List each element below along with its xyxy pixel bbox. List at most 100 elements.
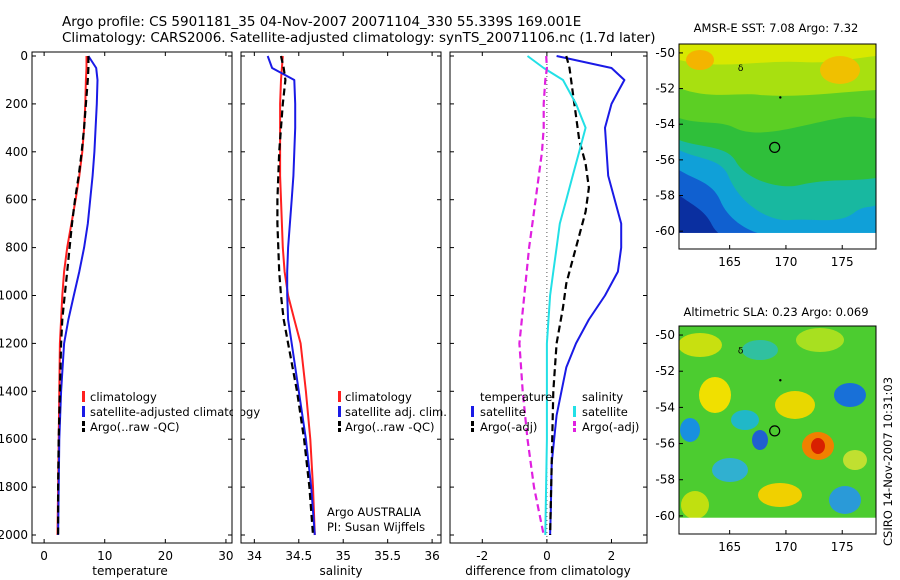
x-tick-label: 36 — [424, 549, 439, 563]
sst-warm-patch — [820, 56, 860, 84]
temperature-legend: climatology satellite-adjusted climatolo… — [82, 390, 260, 434]
annotation-argo-australia: Argo AUSTRALIA — [327, 505, 421, 519]
y-tick-label: 1800 — [0, 480, 28, 494]
lat-tick-label: -56 — [655, 153, 675, 167]
sla-patch-14 — [829, 486, 861, 514]
y-tick-label: 600 — [5, 193, 28, 207]
lat-tick-label: -52 — [655, 82, 675, 96]
series-line-temperature-argo-adj — [549, 55, 591, 536]
legend-label-satellite-adj: satellite adj. clim. — [345, 405, 447, 419]
sla-patch-10 — [811, 438, 825, 454]
legend-swatch-argo-b — [82, 428, 85, 432]
legend-swatch-argo-a — [82, 421, 85, 426]
sla-patch-13 — [758, 483, 802, 507]
difference-axes-frame — [449, 51, 648, 544]
lon-tick-label: 170 — [774, 540, 797, 554]
sla-patch-1 — [679, 333, 722, 357]
legend-swatch-sal-argo-b — [573, 428, 576, 432]
lat-tick-label: -56 — [655, 437, 675, 451]
series-line-satellite-adj-clim — [266, 55, 316, 536]
float-track-start-marker: δ — [738, 64, 744, 74]
legend-swatch-sal-satellite — [573, 406, 576, 417]
legend-swatch-temp-argo-b — [471, 428, 474, 432]
sst-warm-patch-2 — [686, 50, 714, 70]
legend-label-temp-argo: Argo(-adj) — [480, 420, 537, 434]
lat-tick-label: -60 — [655, 509, 675, 523]
y-tick-label: 1200 — [0, 336, 28, 350]
argo-float-position-marker — [769, 141, 781, 153]
sst-heatmap — [679, 44, 876, 249]
sst-map-panel: AMSR-E SST: 7.08 Argo: 7.32 165 170 175 -50… — [655, 21, 877, 269]
series-line-climatology — [279, 55, 316, 536]
x-tick-label: 20 — [158, 549, 173, 563]
sla-patch-12 — [681, 491, 709, 519]
series-line-salinity-argo-adj — [518, 55, 549, 536]
legend-label-climatology: climatology — [345, 390, 412, 404]
y-tick-label: 0 — [20, 49, 28, 63]
sla-patch-11 — [712, 458, 748, 482]
sla-patch-4 — [699, 377, 731, 413]
side-timestamp: CSIRO 14-Nov-2007 10:31:03 — [881, 377, 895, 546]
lat-tick-label: -50 — [655, 46, 675, 60]
panel-gap — [233, 40, 241, 550]
sla-patch-6 — [731, 410, 759, 430]
salinity-axes-frame — [240, 51, 442, 544]
sla-patch-2 — [742, 340, 778, 360]
sla-heatmap — [679, 326, 876, 534]
lat-tick-label: -50 — [655, 328, 675, 342]
sla-patch-16 — [843, 450, 867, 470]
difference-legend: temperature satellite Argo(-adj) salinit… — [471, 390, 639, 434]
y-tick-label: 800 — [5, 241, 28, 255]
lon-tick-label: 175 — [831, 540, 854, 554]
legend-title-salinity: salinity — [582, 390, 623, 404]
lat-tick-label: -54 — [655, 400, 675, 414]
difference-xlabel: difference from climatology — [465, 564, 631, 578]
sst-map-title: AMSR-E SST: 7.08 Argo: 7.32 — [694, 21, 859, 35]
legend-swatch-climatology — [338, 391, 341, 402]
x-tick-label: 34.5 — [285, 549, 312, 563]
series-line-argo-raw-qc — [276, 55, 315, 536]
lat-tick-label: -54 — [655, 117, 675, 131]
lon-tick-label: 170 — [774, 255, 797, 269]
lon-tick-label: 165 — [718, 540, 741, 554]
argo-float-position-marker — [769, 425, 781, 437]
float-track-point — [779, 96, 782, 99]
legend-swatch-argo-a — [338, 421, 341, 426]
legend-swatch-climatology — [82, 391, 85, 402]
sla-patch-8 — [834, 383, 866, 407]
x-tick-label: 30 — [218, 549, 233, 563]
temperature-panel: 0 10 20 30 0 200 400 600 800 1000 1200 1400 1600 1800… — [0, 49, 260, 578]
legend-label-temp-satellite: satellite — [480, 405, 526, 419]
map-no-data-strip — [679, 232, 876, 249]
salinity-panel: 34 34.5 35 35.5 36 salinity climatology sate… — [240, 51, 447, 578]
legend-swatch-temp-argo-a — [471, 421, 474, 426]
series-line-salinity-satellite — [526, 55, 587, 536]
y-tick-label: 2000 — [0, 528, 28, 542]
difference-panel: -2 0 2 difference from climatology tempera… — [449, 51, 648, 578]
salinity-legend: climatology satellite adj. clim. Argo(..… — [338, 390, 447, 434]
legend-swatch-temp-satellite — [471, 406, 474, 417]
x-tick-label: 10 — [97, 549, 112, 563]
sla-map-panel: Altimetric SLA: 0.23 Argo: 0.069 165 170 1… — [655, 305, 877, 554]
series-line-climatology — [56, 56, 88, 536]
header-line-2: Climatology: CARS2006. Satellite-adjuste… — [62, 30, 655, 46]
lat-tick-label: -58 — [655, 189, 675, 203]
sst-field-band-6 — [679, 170, 876, 249]
lon-tick-label: 165 — [718, 255, 741, 269]
legend-label-satellite-adjusted: satellite-adjusted climatology — [90, 405, 260, 419]
lon-tick-label: 175 — [831, 255, 854, 269]
legend-label-climatology: climatology — [90, 390, 157, 404]
temperature-xlabel: temperature — [92, 564, 167, 578]
legend-label-sal-satellite: satellite — [582, 405, 628, 419]
y-tick-label: 1600 — [0, 432, 28, 446]
series-line-satellite-adjusted-climatology — [57, 55, 99, 536]
x-tick-label: 2 — [608, 549, 616, 563]
legend-swatch-satellite-adjusted — [82, 406, 85, 417]
sla-map-title: Altimetric SLA: 0.23 Argo: 0.069 — [683, 305, 868, 319]
legend-swatch-satellite-adj — [338, 406, 341, 417]
sla-patch-7 — [775, 391, 815, 419]
legend-label-argo: Argo(..raw -QC) — [90, 420, 180, 434]
float-track-start-marker: δ — [738, 347, 744, 357]
x-tick-label: 0 — [543, 549, 551, 563]
